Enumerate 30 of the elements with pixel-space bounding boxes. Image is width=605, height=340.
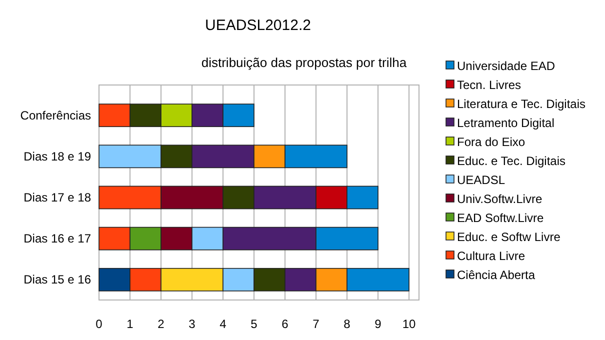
x-tick-label: 8 [344,317,351,331]
x-tick-label: 3 [188,317,196,331]
chart-subtitle: distribuição das propostas por trilha [201,55,408,70]
x-tick-label: 4 [220,317,227,331]
legend-label: Tecn. Livres [457,78,522,92]
x-tick-label: 6 [282,317,289,331]
x-tick-label: 2 [158,317,165,331]
x-tick-label: 10 [402,317,416,331]
x-tick-label: 1 [126,317,134,331]
legend-label: Cultura Livre [457,249,526,263]
y-tick-label: Conferências [20,108,91,122]
y-tick-label: Dias 16 e 17 [24,232,92,246]
x-tick-label: 0 [96,317,103,331]
x-tick-label: 7 [312,317,320,331]
legend-label: EAD Softw.Livre [457,211,544,225]
legend-label: Educ. e Tec. Digitais [457,154,566,168]
x-tick-label: 9 [374,317,382,331]
y-tick-label: Dias 15 e 16 [24,272,92,287]
chart-title: UEADSL2012.2 [205,17,311,34]
legend-label: Ciência Aberta [457,268,536,282]
legend-label: Literatura e Tec. Digitais [457,97,586,111]
legend-label: Letramento Digital [457,116,554,130]
legend-label: UEADSL [457,173,506,187]
y-tick-label: Dias 17 e 18 [24,190,92,204]
legend-label: Univ.Softw.Livre [457,192,542,206]
legend-label: Fora do Eixo [457,135,526,149]
legend-label: Educ. e Softw Livre [457,230,561,244]
y-tick-label: Dias 18 e 19 [24,149,92,164]
legend-label: Universidade EAD [457,59,556,73]
x-tick-label: 5 [250,317,258,331]
